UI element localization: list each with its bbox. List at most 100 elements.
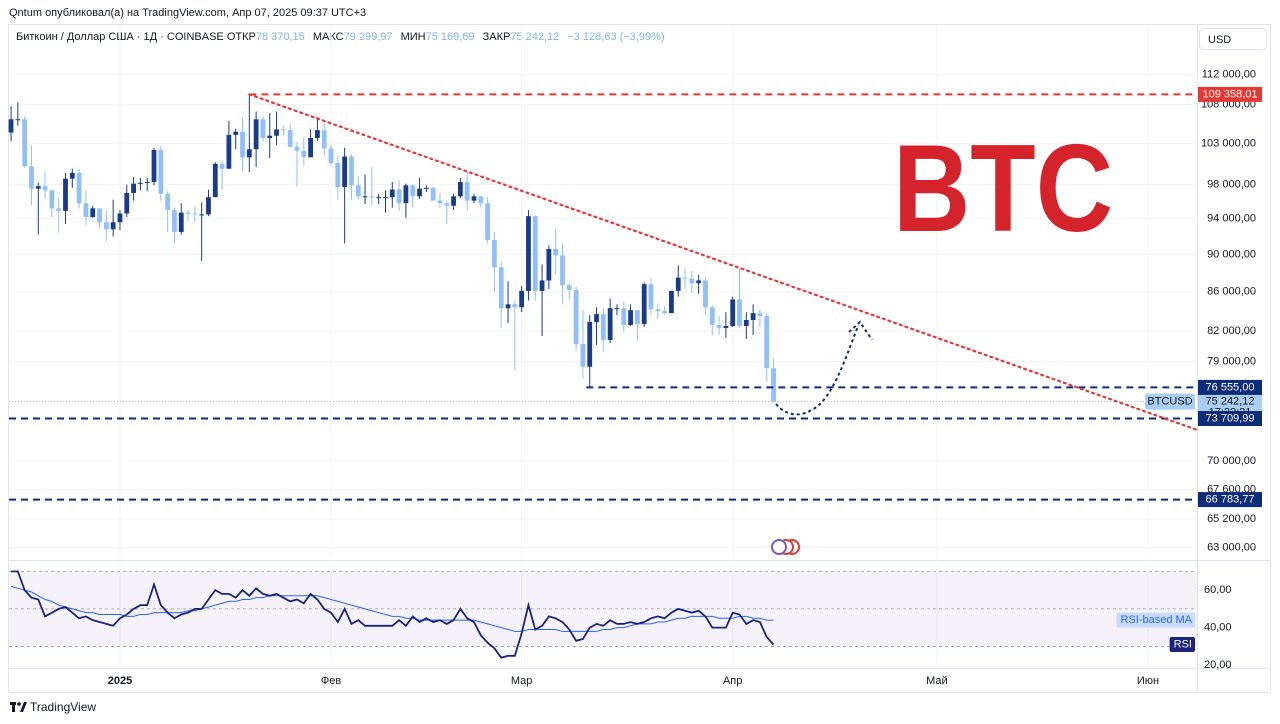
candle-body [430, 187, 436, 201]
candle-body [451, 196, 456, 206]
candle-body [389, 189, 395, 198]
ohlc-label: МАКС [312, 31, 344, 43]
candle-body [519, 290, 525, 308]
forecast-arrowhead [848, 320, 873, 341]
candle-body [301, 150, 307, 158]
candle-body [607, 308, 613, 341]
candle-body [750, 313, 756, 321]
candle-body [716, 324, 722, 328]
candle-body [97, 208, 102, 223]
candle-body [165, 193, 171, 211]
price-tag-text: 75 242,12 [1206, 396, 1255, 408]
candle-body [566, 285, 572, 290]
candle-body [730, 299, 736, 326]
candle-body [771, 368, 776, 402]
candle-body [328, 148, 334, 163]
series-tag-text: RSI [1174, 638, 1192, 650]
candle-body [512, 304, 518, 308]
candle-body [294, 146, 300, 151]
candle-body [648, 284, 654, 310]
candle-body [362, 196, 368, 198]
candle-body [471, 196, 477, 201]
candle-body [505, 304, 511, 309]
y-tick-label: 112 000,00 [1202, 69, 1256, 81]
candle-body [614, 308, 620, 310]
level-tag [1198, 379, 1262, 395]
candle-body [124, 192, 130, 214]
candle-body [737, 299, 742, 326]
rsi-tick-label: 20,00 [1204, 659, 1232, 671]
candle-body [56, 208, 62, 211]
currency-button[interactable]: USD [1199, 28, 1267, 50]
series-tag-text: RSI-based MA [1120, 614, 1192, 626]
candle-body [444, 203, 450, 206]
candle-body [335, 162, 341, 188]
candle-body [628, 310, 633, 325]
candle-body [83, 203, 89, 218]
candle-body [492, 239, 497, 268]
candle-body [29, 166, 34, 189]
rsi-line [11, 570, 775, 659]
symbol-tag-text: BTCUSD [1147, 396, 1192, 408]
candle-body [560, 255, 565, 286]
candle-body [641, 284, 647, 324]
candle-body [703, 280, 708, 308]
candle-body [321, 130, 327, 149]
logo-shape [20, 702, 27, 712]
candle-body [246, 149, 252, 158]
x-tick-label: Мар [511, 675, 533, 687]
y-tick-label: 86 000,00 [1207, 286, 1256, 298]
candle-body [90, 208, 96, 218]
candle-body [8, 119, 14, 133]
candle-body [675, 277, 681, 291]
x-tick-label: Фев [321, 675, 341, 687]
level-tag [1198, 411, 1262, 427]
series-tag [1169, 637, 1195, 653]
candle-body [315, 130, 320, 139]
event-icons [771, 539, 800, 555]
level-tag [1198, 86, 1262, 102]
footer-text: TradingView [30, 700, 96, 714]
ohlc-value: 75 169,69 [425, 31, 475, 43]
candle-body [682, 277, 688, 279]
candle-body [594, 314, 599, 322]
y-tick-label: 63 000,00 [1207, 541, 1256, 553]
symbol-legend: Биткоин / Доллар США · 1Д · COINBASE ОТК… [16, 31, 670, 43]
candle-body [526, 216, 531, 291]
candle-body [69, 172, 75, 179]
y-tick-label: 94 000,00 [1207, 213, 1256, 225]
candle-body [355, 185, 361, 197]
candle-body [464, 181, 470, 201]
candle-body [485, 203, 491, 240]
footer-logo: TradingView [10, 700, 96, 714]
candle-body [696, 280, 702, 284]
candle-body [76, 172, 82, 204]
candle-body [49, 190, 55, 209]
x-tick-label: 2025 [108, 675, 132, 687]
candle-body [764, 316, 770, 369]
candle-body [63, 178, 68, 211]
candle-body [383, 197, 388, 199]
candle-body [423, 187, 429, 189]
candle-body [178, 212, 184, 232]
candle-body [634, 310, 640, 324]
candle-body [417, 188, 422, 197]
candle-body [110, 222, 116, 230]
level-tag [1198, 492, 1262, 508]
candle-body [669, 290, 674, 314]
ohlc-label: ОТКР [226, 31, 256, 43]
candle-body [144, 181, 150, 183]
ohlc-value: 79 299,97 [343, 31, 393, 43]
rsi-line [10, 585, 774, 632]
event-icon [771, 539, 787, 555]
overlay-logo: BTC [893, 120, 1113, 258]
candle-body [158, 150, 164, 194]
candle-body [539, 280, 545, 291]
candle-body [655, 309, 661, 312]
symbol-tag [1145, 393, 1195, 410]
x-tick-label: Апр [723, 675, 742, 687]
candle-body [410, 185, 416, 197]
